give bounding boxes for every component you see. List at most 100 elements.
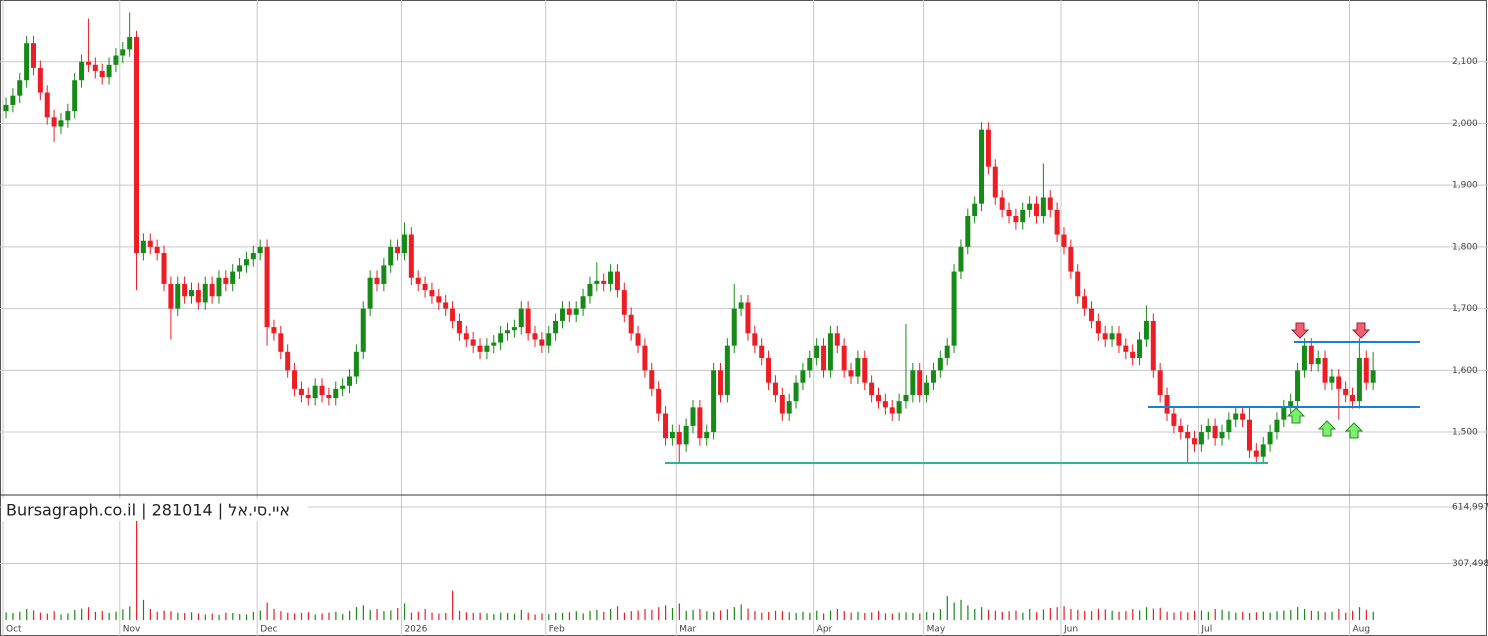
volume-bar [342,614,344,620]
volume-bar [1097,608,1100,620]
volume-bar [252,611,255,620]
volume-bar [280,611,282,620]
x-tick-label: 2026 [404,625,427,635]
candle-body [937,357,943,371]
volume-bar [981,607,983,620]
volume-bar [129,606,131,620]
candle-body [223,277,229,284]
volume-bar [163,610,165,620]
volume-bar [142,599,145,620]
candle-body [972,203,978,217]
volume-bar [472,613,474,620]
candle-body [477,345,483,352]
x-tick-label: May [927,625,946,635]
candle-body [1157,370,1163,396]
volume-bar [809,612,811,620]
candle-body [65,111,71,121]
candle-body [388,246,394,266]
candle-body [1226,419,1232,433]
volume-bar [1228,611,1230,620]
volume-bar [637,610,639,620]
volume-bar [898,612,900,620]
candle-body [910,370,916,396]
volume-bar [610,608,612,620]
candle-body [1212,425,1218,439]
candle-body [168,283,174,309]
candle-body [305,395,311,399]
x-tick-label: Apr [817,625,833,635]
volume-bar [561,613,564,620]
candle-body [848,370,854,377]
y-tick-label: 2,100 [1452,57,1478,67]
x-tick-label: Oct [6,625,22,635]
candle-body [92,64,98,71]
volume-bar [665,605,667,620]
volume-bar [1187,612,1189,620]
y-tick-label: 1,800 [1452,242,1478,252]
volume-bar [383,611,385,620]
marks [3,12,1376,620]
candle-body [360,308,366,352]
candle-body [649,370,655,389]
down-arrow [1351,322,1371,339]
candle-body [243,259,249,266]
volume-bar [850,612,852,620]
volume-bar [541,613,543,620]
candle-body [312,385,318,399]
candle-body [594,280,600,284]
candle-body [367,277,373,309]
volume-bar [726,609,729,620]
candle-body [37,67,43,93]
candle-body [697,407,703,439]
candle-body [759,345,765,358]
volume-bar [307,612,309,620]
volume-bar [616,606,619,620]
y-tick-label: 1,600 [1452,366,1478,376]
candle-body [408,234,414,278]
volume-bar [211,613,213,620]
volume-bar [1269,612,1271,620]
volume-bar [101,610,103,620]
volume-bar [644,608,646,620]
volume-bar [1338,608,1340,620]
candle-body [1068,246,1074,272]
volume-bar [651,609,653,620]
candle-body [250,253,256,260]
volume-bar [445,613,447,620]
volume-bar [1090,611,1093,620]
volume-bar [596,609,598,620]
candle-body [717,370,723,396]
candle-body [525,308,531,334]
candle-body [195,290,201,303]
volume-bar [1345,612,1347,620]
candle-body [333,388,339,399]
candle-body [875,395,881,402]
candle-body [1075,271,1081,297]
candle-body [209,283,215,297]
volume-bar [699,608,701,620]
title-bg [2,499,308,521]
volume-bar [300,613,303,620]
candle-body [731,308,737,346]
candle-body [1109,333,1115,340]
volume-bar [12,613,14,620]
volume-bar [685,610,687,620]
candle-body [257,246,263,254]
candle-body [511,327,517,331]
candle-body [1034,203,1039,217]
candle-body [230,271,236,284]
candle-body [415,277,421,284]
candle-body [573,308,579,315]
volume-bar [1070,608,1072,620]
volume-bar [232,613,234,620]
volume-bar [115,611,117,620]
volume-bar [548,614,550,620]
volume-bar [884,613,887,620]
volume-bar [974,608,976,620]
candle-body [202,283,208,303]
candle-body [539,339,545,346]
candle-body [85,61,91,65]
volume-bar [891,613,893,620]
candle-body [766,357,772,383]
volume-bar [438,613,440,620]
